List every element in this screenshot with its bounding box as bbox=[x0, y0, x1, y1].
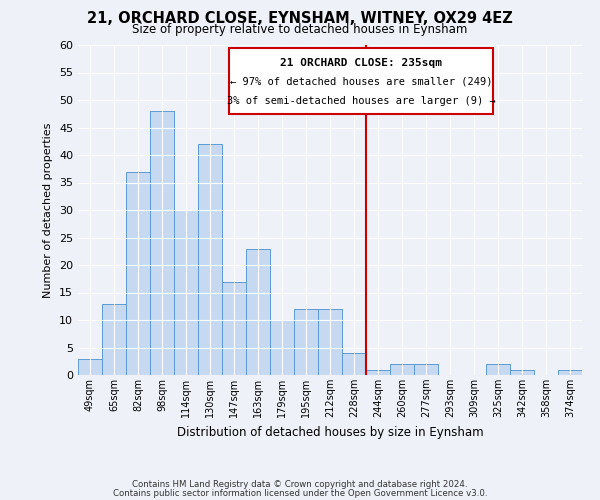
Text: Contains HM Land Registry data © Crown copyright and database right 2024.: Contains HM Land Registry data © Crown c… bbox=[132, 480, 468, 489]
Bar bbox=[78, 358, 102, 375]
Bar bbox=[510, 370, 534, 375]
Bar bbox=[558, 370, 582, 375]
Bar bbox=[366, 370, 390, 375]
FancyBboxPatch shape bbox=[229, 48, 493, 114]
Text: ← 97% of detached houses are smaller (249): ← 97% of detached houses are smaller (24… bbox=[230, 76, 493, 86]
Text: Contains public sector information licensed under the Open Government Licence v3: Contains public sector information licen… bbox=[113, 488, 487, 498]
Y-axis label: Number of detached properties: Number of detached properties bbox=[43, 122, 53, 298]
Bar bbox=[150, 111, 174, 375]
Bar bbox=[222, 282, 246, 375]
Text: 3% of semi-detached houses are larger (9) →: 3% of semi-detached houses are larger (9… bbox=[227, 96, 496, 106]
Bar bbox=[270, 320, 294, 375]
Bar bbox=[486, 364, 510, 375]
Bar bbox=[174, 210, 198, 375]
Bar bbox=[390, 364, 414, 375]
Bar bbox=[294, 309, 318, 375]
Bar bbox=[102, 304, 126, 375]
Bar bbox=[318, 309, 342, 375]
Text: Size of property relative to detached houses in Eynsham: Size of property relative to detached ho… bbox=[133, 22, 467, 36]
Text: 21 ORCHARD CLOSE: 235sqm: 21 ORCHARD CLOSE: 235sqm bbox=[280, 58, 442, 68]
X-axis label: Distribution of detached houses by size in Eynsham: Distribution of detached houses by size … bbox=[176, 426, 484, 438]
Text: 21, ORCHARD CLOSE, EYNSHAM, WITNEY, OX29 4EZ: 21, ORCHARD CLOSE, EYNSHAM, WITNEY, OX29… bbox=[87, 11, 513, 26]
Bar bbox=[246, 248, 270, 375]
Bar bbox=[126, 172, 150, 375]
Bar bbox=[198, 144, 222, 375]
Bar bbox=[414, 364, 438, 375]
Bar bbox=[342, 353, 366, 375]
